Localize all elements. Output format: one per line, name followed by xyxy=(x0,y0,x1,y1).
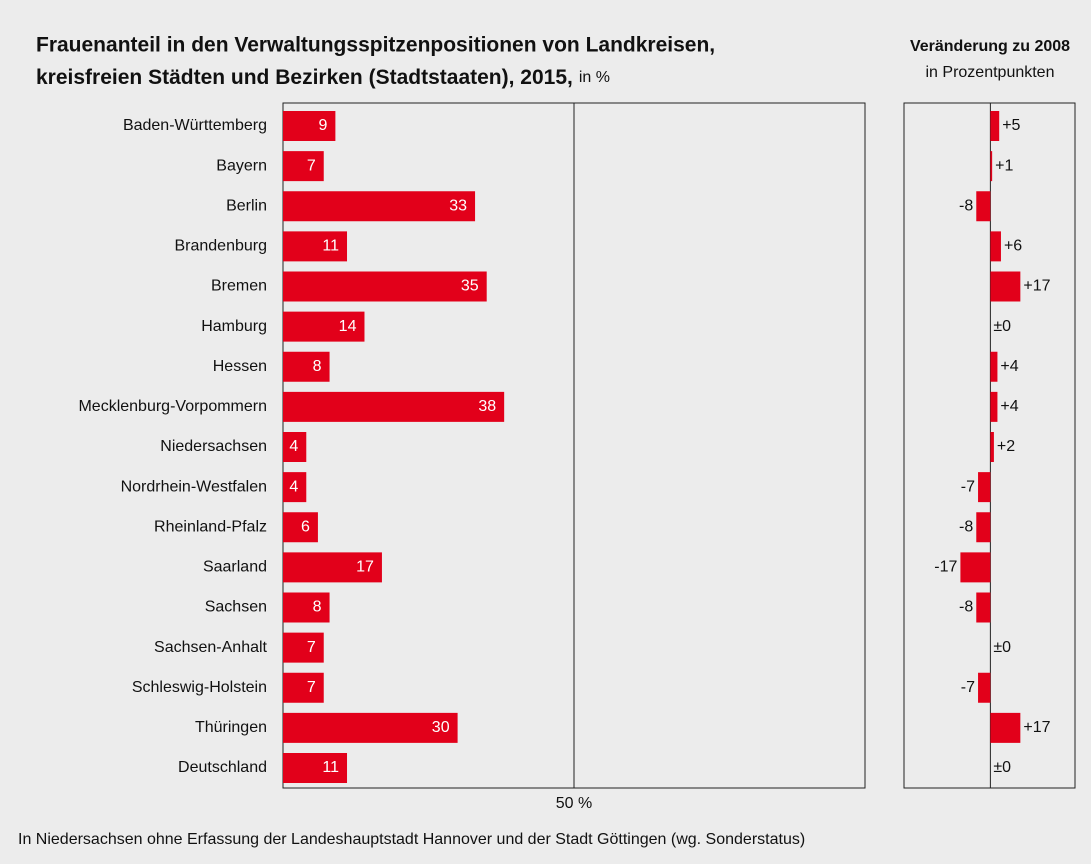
value-label: +6 xyxy=(1004,238,1022,255)
value-label: 8 xyxy=(313,358,322,375)
value-label: 11 xyxy=(322,759,339,776)
bar xyxy=(990,351,998,382)
value-label: ±0 xyxy=(993,318,1011,335)
value-label: +5 xyxy=(1002,117,1020,134)
bar xyxy=(990,231,1001,262)
bar xyxy=(283,552,382,583)
bar xyxy=(978,472,991,503)
category-label: Sachsen-Anhalt xyxy=(154,639,268,656)
category-label: Thüringen xyxy=(195,719,267,736)
value-label: 6 xyxy=(301,518,310,535)
bar xyxy=(960,552,991,583)
bar xyxy=(283,191,476,222)
value-label: -8 xyxy=(959,599,973,616)
value-label: 9 xyxy=(318,117,327,134)
bar xyxy=(283,632,324,663)
value-label: +4 xyxy=(1000,398,1018,415)
category-label: Nordrhein-Westfalen xyxy=(121,478,267,495)
chart-title: kreisfreien Städten und Bezirken (Stadts… xyxy=(36,66,573,89)
chart-title: kreisfreien Städten und Bezirken (Stadts… xyxy=(36,66,610,89)
bar xyxy=(283,231,348,262)
bar xyxy=(283,311,365,342)
bar xyxy=(283,472,307,503)
bar xyxy=(990,432,994,462)
category-label: Mecklenburg-Vorpommern xyxy=(78,398,267,415)
change-title: Veränderung zu 2008 xyxy=(910,38,1070,55)
value-label: +17 xyxy=(1023,719,1050,736)
bar xyxy=(283,712,458,743)
category-label: Hamburg xyxy=(201,318,267,335)
value-label: 7 xyxy=(307,639,316,656)
bar xyxy=(283,672,324,703)
value-label: 17 xyxy=(356,559,374,576)
value-label: 7 xyxy=(307,679,316,696)
category-label: Saarland xyxy=(203,559,267,576)
value-label: -17 xyxy=(934,559,957,576)
category-label: Hessen xyxy=(213,358,267,375)
bar xyxy=(990,111,1000,141)
value-label: 7 xyxy=(307,157,316,174)
bar xyxy=(283,432,307,462)
value-label: +2 xyxy=(997,438,1015,455)
plot-frame xyxy=(903,102,1076,789)
bar xyxy=(283,753,348,783)
value-label: 33 xyxy=(449,197,467,214)
value-label: 4 xyxy=(289,478,298,495)
value-label: ±0 xyxy=(993,759,1011,776)
value-label: 38 xyxy=(478,398,496,415)
value-label: -8 xyxy=(959,518,973,535)
category-label: Schleswig-Holstein xyxy=(132,679,267,696)
value-label: ±0 xyxy=(993,639,1011,656)
value-label: +4 xyxy=(1000,358,1018,375)
bar xyxy=(283,271,487,302)
bar xyxy=(283,151,324,182)
category-label: Sachsen xyxy=(205,599,267,616)
bar xyxy=(283,512,318,543)
value-label: 8 xyxy=(313,599,322,616)
bar xyxy=(990,271,1021,302)
bar xyxy=(283,391,505,422)
category-label: Bremen xyxy=(211,278,267,295)
category-label: Brandenburg xyxy=(174,238,267,255)
bar xyxy=(976,191,991,222)
category-label: Niedersachsen xyxy=(160,438,267,455)
value-label: +1 xyxy=(995,157,1013,174)
value-label: -7 xyxy=(961,679,975,696)
category-label: Baden-Württemberg xyxy=(123,117,267,134)
bar xyxy=(283,111,336,141)
bar xyxy=(283,592,330,623)
value-label: 14 xyxy=(339,318,357,335)
value-label: +17 xyxy=(1023,278,1050,295)
category-label: Bayern xyxy=(216,157,267,174)
category-label: Berlin xyxy=(226,197,267,214)
bar xyxy=(976,512,991,543)
bar xyxy=(978,672,991,703)
value-label: 35 xyxy=(461,278,479,295)
value-label: 11 xyxy=(322,238,339,255)
value-label: 30 xyxy=(432,719,450,736)
bar xyxy=(976,592,991,623)
bar xyxy=(990,712,1021,743)
value-label: -7 xyxy=(961,478,975,495)
change-subtitle: in Prozentpunkten xyxy=(926,64,1055,81)
bar xyxy=(283,351,330,382)
bar xyxy=(990,151,993,182)
unit: in % xyxy=(579,69,610,86)
value-label: -8 xyxy=(959,197,973,214)
chart-title: Frauenanteil in den Verwaltungsspitzenpo… xyxy=(36,34,715,57)
category-label: Deutschland xyxy=(178,759,267,776)
x-tick-label: 50 % xyxy=(556,795,592,812)
bar xyxy=(990,391,998,422)
category-label: Rheinland-Pfalz xyxy=(154,518,267,535)
footnote: In Niedersachsen ohne Erfassung der Land… xyxy=(18,831,805,848)
value-label: 4 xyxy=(289,438,298,455)
